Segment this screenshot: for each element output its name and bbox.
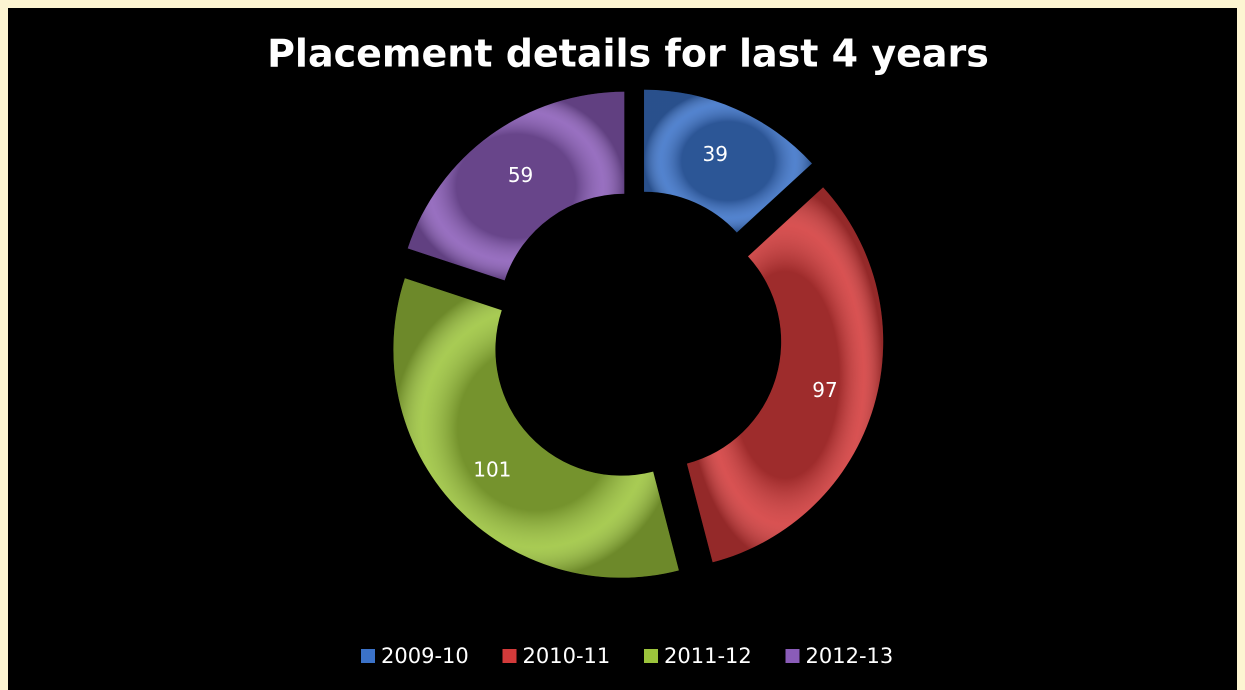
legend-swatch bbox=[644, 649, 658, 663]
legend-label: 2009-10 bbox=[381, 644, 469, 668]
chart-title: Placement details for last 4 years bbox=[267, 32, 989, 76]
data-label: 39 bbox=[703, 142, 728, 166]
data-label: 97 bbox=[812, 378, 837, 402]
legend-swatch bbox=[502, 649, 517, 663]
data-label: 59 bbox=[508, 163, 533, 187]
legend-label: 2010-11 bbox=[523, 644, 611, 668]
legend-label: 2012-13 bbox=[806, 644, 894, 668]
data-label: 101 bbox=[473, 457, 511, 481]
legend-label: 2011-12 bbox=[664, 644, 752, 668]
legend-swatch bbox=[361, 649, 375, 663]
legend-swatch bbox=[785, 649, 800, 663]
